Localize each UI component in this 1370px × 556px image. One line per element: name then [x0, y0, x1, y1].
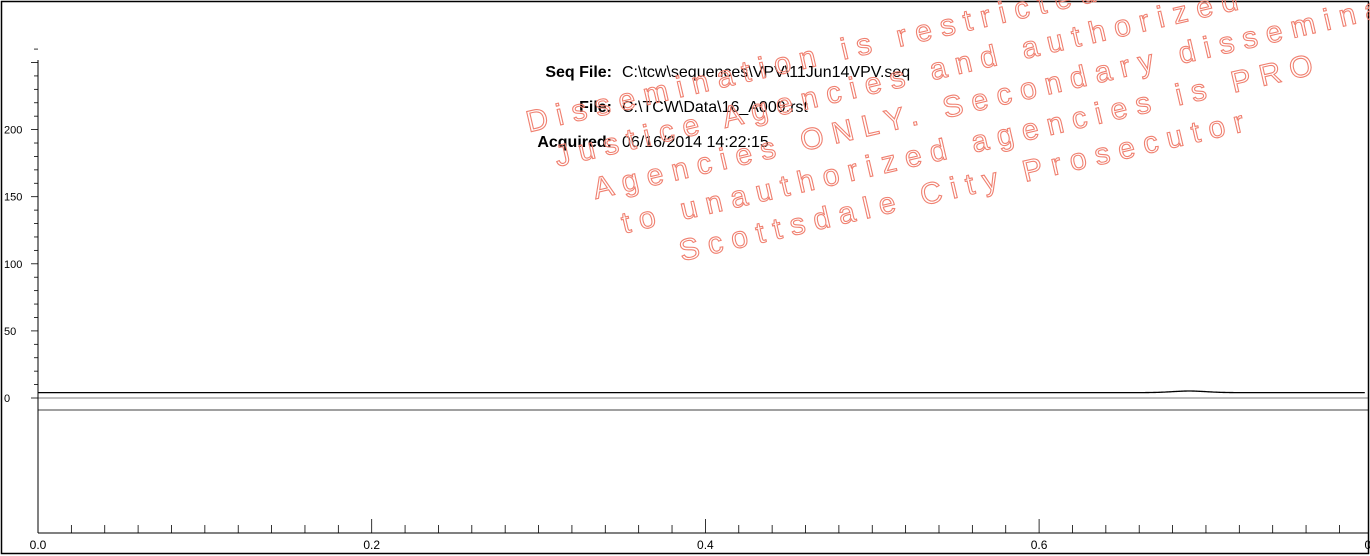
- file-label: File:: [579, 99, 612, 116]
- acquired-value: 06/16/2014 14:22:15: [622, 134, 769, 151]
- seq-file-label: Seq File:: [545, 64, 612, 81]
- x-tick-label: 0.8: [1364, 538, 1370, 552]
- acquired-row: Acquired: 06/16/2014 14:22:15: [492, 134, 769, 152]
- y-tick-label: 150: [4, 192, 22, 204]
- x-axis-ticks: 0.00.20.40.60.81.01.21.41.61.82.02.22.42…: [30, 519, 1370, 552]
- y-tick-label: 100: [4, 259, 22, 271]
- file-value: C:\TCW\Data\16_A009.rst: [622, 99, 808, 116]
- y-tick-label: 0: [4, 393, 10, 405]
- seq-file-row: Seq File: C:\tcw\sequences\VPV\11Jun14VPV…: [492, 64, 910, 82]
- seq-file-value: C:\tcw\sequences\VPV\11Jun14VPV.seq: [622, 64, 911, 81]
- acquired-label: Acquired:: [537, 134, 612, 151]
- y-axis-ticks: 0 50 100 150 200: [4, 48, 38, 405]
- x-tick-label: 0.4: [697, 538, 714, 552]
- y-tick-label: 50: [4, 326, 16, 338]
- y-tick-label: 200: [4, 125, 22, 137]
- x-tick-label: 0.2: [363, 538, 380, 552]
- x-tick-label: 0.0: [30, 538, 47, 552]
- chromatogram-trace: [38, 390, 1365, 394]
- x-tick-label: 0.6: [1031, 538, 1048, 552]
- file-row: File: C:\TCW\Data\16_A009.rst: [492, 99, 808, 117]
